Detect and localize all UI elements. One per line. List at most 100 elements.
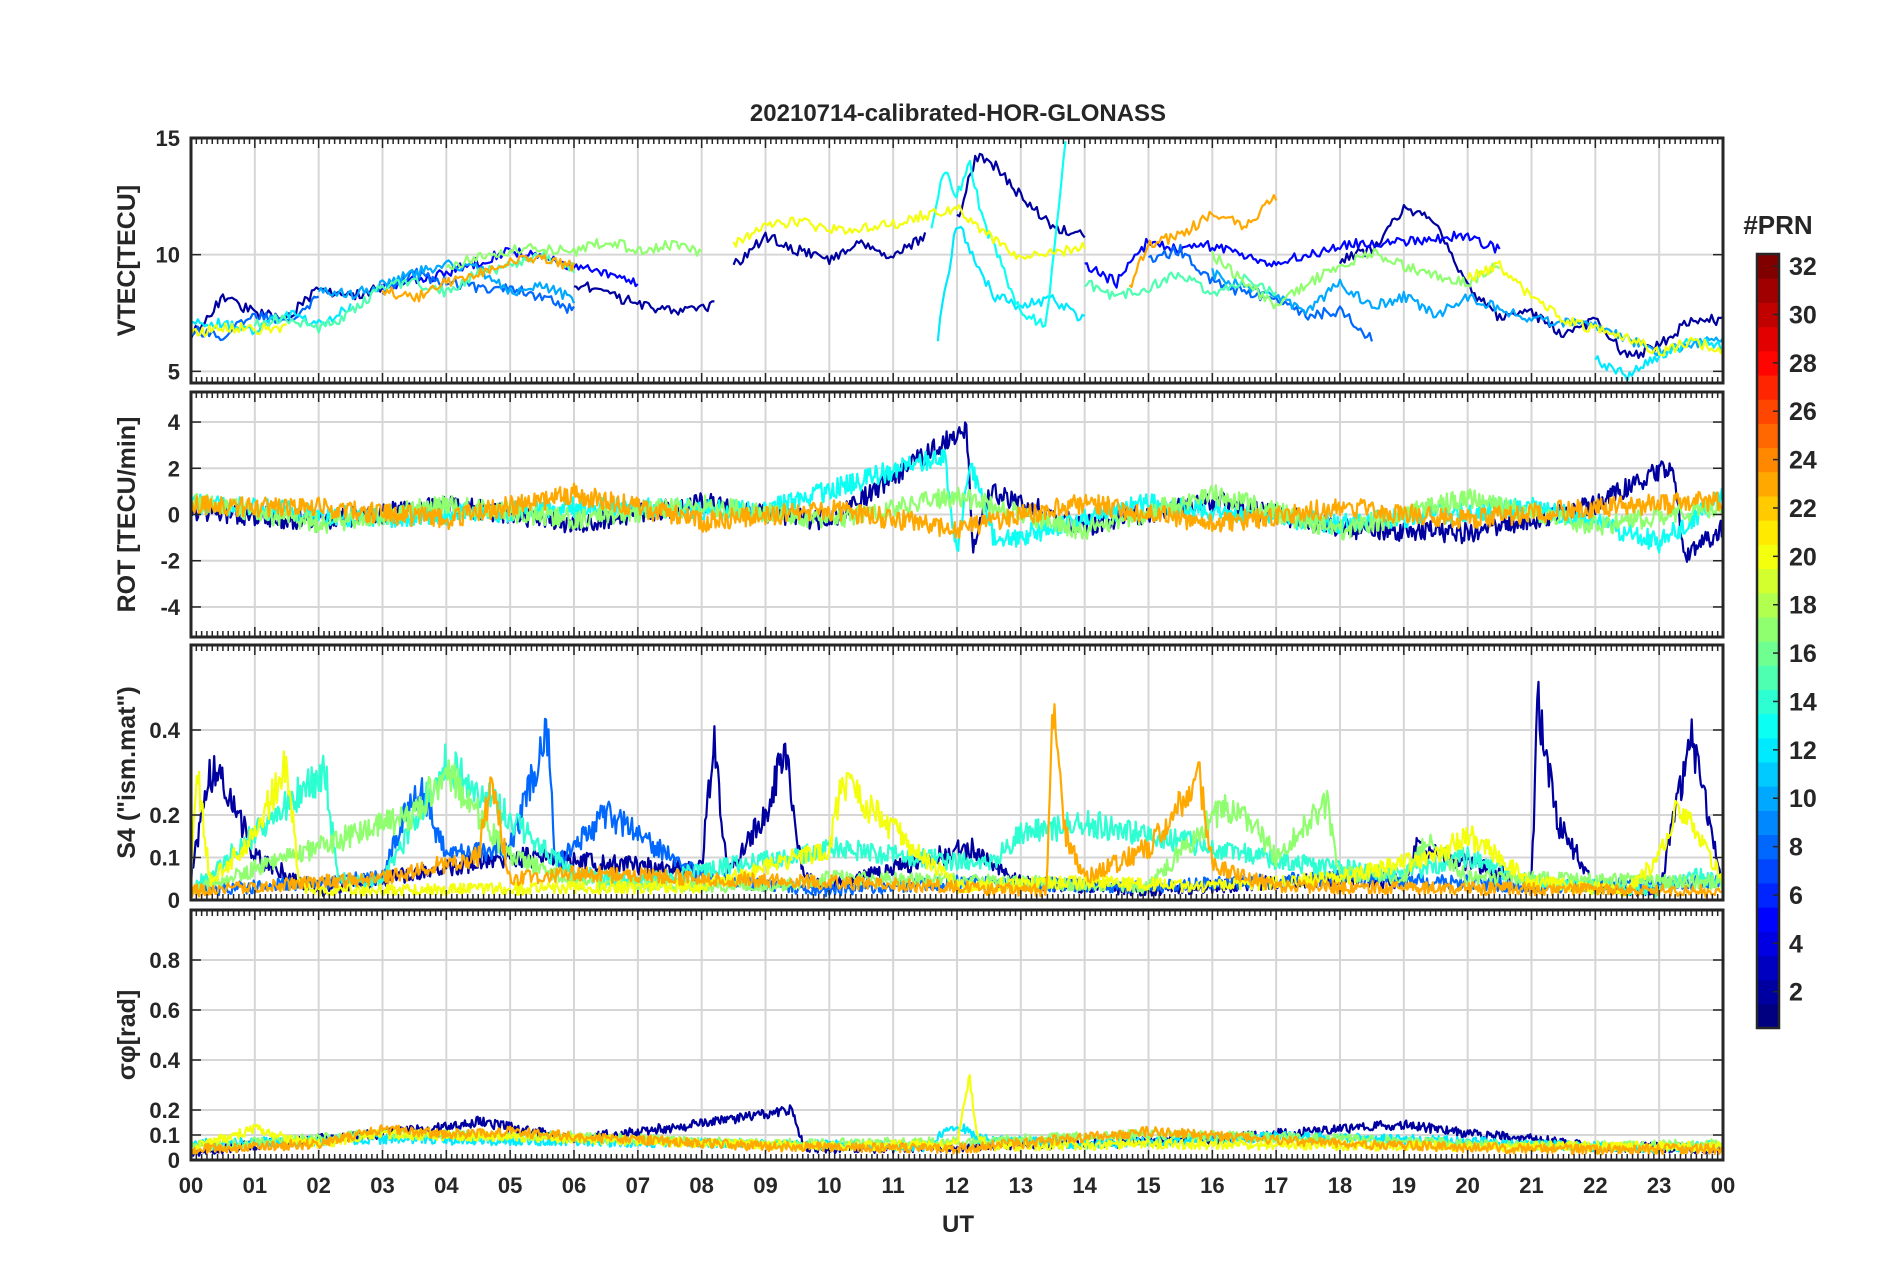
y-tick-label: 5 xyxy=(168,359,180,384)
series-prn-5 xyxy=(1084,230,1501,289)
x-tick-label: 15 xyxy=(1136,1173,1160,1198)
y-tick-label: 0.1 xyxy=(149,846,180,871)
colorbar-swatch xyxy=(1757,882,1779,908)
colorbar-tick-label: 2 xyxy=(1789,979,1803,1007)
colorbar-swatch xyxy=(1757,858,1779,884)
x-tick-label: 17 xyxy=(1264,1173,1288,1198)
panel-1: 5 10 15 VTEC[TECU] xyxy=(113,126,1725,385)
colorbar-tick-label: 16 xyxy=(1789,640,1817,668)
x-tick-label: 14 xyxy=(1072,1173,1097,1198)
series-group xyxy=(191,1074,1723,1157)
x-tick-label: 21 xyxy=(1519,1173,1543,1198)
colorbar-swatch xyxy=(1757,641,1779,666)
series-prn-20 xyxy=(732,204,1086,260)
x-tick-label: 00 xyxy=(1711,1173,1735,1198)
colorbar-swatch xyxy=(1757,955,1779,981)
colorbar-swatch xyxy=(1757,447,1779,473)
x-tick-label: 19 xyxy=(1392,1173,1416,1198)
colorbar-swatch xyxy=(1757,979,1779,1005)
series-prn-2 xyxy=(1339,204,1723,359)
x-axis-label: UT xyxy=(942,1211,974,1238)
colorbar-swatch xyxy=(1757,520,1779,545)
y-tick-label: 0.6 xyxy=(149,998,180,1023)
colorbar-frame xyxy=(1755,252,1781,1030)
series-prn-2 xyxy=(573,281,715,316)
x-tick-label: 12 xyxy=(945,1173,969,1198)
colorbar-swatch xyxy=(1757,254,1779,279)
colorbar-label: #PRN xyxy=(1743,210,1812,240)
y-tick-label: 0 xyxy=(168,503,180,528)
series-prn-12 xyxy=(936,225,1086,342)
colorbar-swatch xyxy=(1757,931,1779,957)
series-prn-17 xyxy=(445,238,703,270)
colorbar-tick-label: 12 xyxy=(1789,737,1817,765)
colorbar-tick-label: 18 xyxy=(1789,592,1817,620)
series-prn-15 xyxy=(1084,271,1278,300)
x-tick-label: 00 xyxy=(179,1173,203,1198)
series-prn-8 xyxy=(381,267,575,314)
colorbar-tick-label: 20 xyxy=(1789,543,1817,571)
series-prn-10 xyxy=(317,259,576,304)
y-tick-label: 0.1 xyxy=(149,1123,180,1148)
colorbar-swatch xyxy=(1757,568,1779,594)
colorbar-tick-label: 24 xyxy=(1789,447,1817,475)
series-prn-2 xyxy=(191,284,384,340)
x-tick-label: 08 xyxy=(689,1173,713,1198)
x-tick-label: 23 xyxy=(1647,1173,1671,1198)
colorbar-tick-label: 30 xyxy=(1789,301,1817,329)
series-prn-17 xyxy=(191,484,1723,541)
series-prn-15 xyxy=(253,250,576,334)
series-prn-13 xyxy=(930,141,1067,328)
y-tick-label: 0.8 xyxy=(149,948,180,973)
x-tick-label: 07 xyxy=(626,1173,650,1198)
x-tick-label: 06 xyxy=(562,1173,586,1198)
panel-2: -4 -2 0 2 4 ROT [TECU/min] xyxy=(113,390,1725,639)
chart-title: 20210714-calibrated-HOR-GLONASS xyxy=(750,100,1166,127)
x-tick-label: 05 xyxy=(498,1173,522,1198)
x-tick-label: 13 xyxy=(1009,1173,1033,1198)
y-tick-label: -2 xyxy=(160,549,180,574)
y-axis-label: ROT [TECU/min] xyxy=(113,417,141,613)
series-prn-2 xyxy=(956,152,1086,239)
y-tick-label: 2 xyxy=(168,456,180,481)
colorbar-swatch xyxy=(1757,761,1779,787)
colorbar-swatch xyxy=(1757,350,1779,376)
x-tick-label: 18 xyxy=(1328,1173,1352,1198)
colorbar-swatch xyxy=(1757,810,1779,836)
colorbar-swatch xyxy=(1757,326,1779,352)
series-group xyxy=(191,421,1723,563)
x-tick-label: 02 xyxy=(306,1173,330,1198)
series-prn-23 xyxy=(191,482,1723,539)
series-prn-10 xyxy=(1211,268,1723,357)
colorbar-swatch xyxy=(1757,834,1779,860)
colorbar-swatch xyxy=(1757,737,1779,763)
series-prn-23 xyxy=(1128,194,1278,288)
y-tick-label: 0.4 xyxy=(149,1048,180,1073)
colorbar-tick-label: 8 xyxy=(1789,834,1803,862)
colorbar-swatch xyxy=(1757,786,1779,811)
series-prn-23 xyxy=(381,253,576,303)
colorbar-tick-label: 6 xyxy=(1789,882,1803,910)
colorbar-swatch xyxy=(1757,399,1779,424)
colorbar-swatch xyxy=(1757,278,1779,303)
y-tick-label: 0.2 xyxy=(149,1098,180,1123)
colorbar-tick-label: 26 xyxy=(1789,398,1817,426)
y-tick-label: -4 xyxy=(160,595,180,620)
colorbar-swatch xyxy=(1757,374,1779,400)
x-tick-label: 11 xyxy=(882,1173,905,1198)
x-tick-label: 09 xyxy=(753,1173,777,1198)
colorbar-tick-label: 22 xyxy=(1789,495,1817,523)
colorbar-swatch xyxy=(1757,302,1779,328)
panel-4: 00.10.2 0.4 0.6 0.8 σφ[rad] xyxy=(113,908,1725,1173)
y-axis-label: σφ[rad] xyxy=(113,990,141,1081)
y-tick-label: 0 xyxy=(168,888,180,913)
colorbar-swatch xyxy=(1757,713,1779,739)
x-tick-label: 10 xyxy=(817,1173,841,1198)
series-prn-20 xyxy=(191,322,287,338)
colorbar-tick-label: 4 xyxy=(1789,930,1803,958)
colorbar-tick-label: 10 xyxy=(1789,785,1817,813)
y-tick-label: 10 xyxy=(156,243,180,268)
colorbar-tick-label: 14 xyxy=(1789,688,1817,716)
